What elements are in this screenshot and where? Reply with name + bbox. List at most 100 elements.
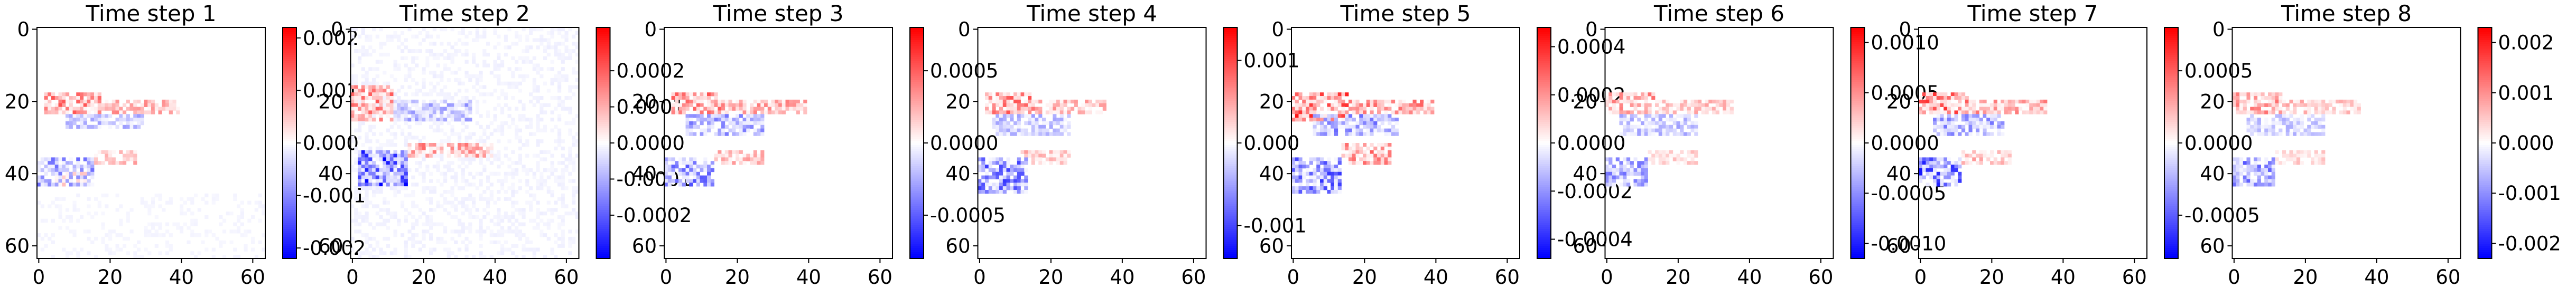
colorbar-swatch xyxy=(283,225,296,227)
heatmap-cell xyxy=(190,197,194,201)
heatmap-cell xyxy=(154,103,159,107)
colorbar-swatch xyxy=(596,199,610,203)
heatmap-cell xyxy=(464,99,469,104)
heatmap-cell xyxy=(532,197,536,201)
heatmap-cell xyxy=(1933,161,1937,165)
colorbar-swatch xyxy=(596,206,610,209)
heatmap-cell xyxy=(454,204,458,208)
heatmap-cell xyxy=(1958,96,1962,100)
heatmap-cell xyxy=(464,226,469,230)
heatmap-cell xyxy=(1020,114,1025,118)
heatmap-cell xyxy=(700,114,704,118)
heatmap-cell xyxy=(440,114,444,118)
heatmap-cell xyxy=(1380,114,1384,118)
heatmap-cell xyxy=(365,175,369,179)
heatmap-cell xyxy=(1337,175,1342,179)
heatmap-cell xyxy=(432,165,436,169)
heatmap-cell xyxy=(1291,118,1296,122)
heatmap-cell xyxy=(757,103,761,107)
heatmap-cell xyxy=(475,215,479,219)
heatmap-cell xyxy=(397,107,401,111)
heatmap-cell xyxy=(1366,118,1370,122)
heatmap-cell xyxy=(397,118,401,122)
heatmap-cell xyxy=(219,240,223,245)
colorbar-swatch xyxy=(1537,130,1551,133)
heatmap-cell xyxy=(87,161,91,165)
heatmap-cell xyxy=(379,183,383,187)
heatmap-cell xyxy=(1017,175,1021,179)
heatmap-cell xyxy=(518,157,522,161)
heatmap-cell xyxy=(472,74,476,79)
heatmap-cell xyxy=(1377,128,1381,132)
heatmap-cell xyxy=(108,229,113,234)
colorbar-swatch xyxy=(283,214,296,217)
heatmap-cell xyxy=(550,218,554,223)
colorbar-tick-label: -0.0002 xyxy=(617,204,692,227)
heatmap-cell xyxy=(742,161,747,165)
heatmap-cell xyxy=(1997,150,2001,154)
heatmap-cell xyxy=(1306,179,1310,183)
heatmap-cell xyxy=(1954,165,1958,169)
colorbar-swatch xyxy=(910,71,924,74)
heatmap-cell xyxy=(999,107,1003,111)
heatmap-cell xyxy=(436,124,440,129)
heatmap-cell xyxy=(536,38,540,42)
heatmap-cell xyxy=(536,208,540,212)
heatmap-cell xyxy=(522,215,526,219)
heatmap-cell xyxy=(550,208,554,212)
colorbar-swatch xyxy=(1850,187,1865,190)
colorbar-swatch xyxy=(1223,153,1238,156)
heatmap-cell xyxy=(407,71,412,75)
colorbar-swatch xyxy=(910,75,924,79)
colorbar-swatch xyxy=(596,82,610,85)
heatmap-cell xyxy=(572,208,576,212)
heatmap-cell xyxy=(397,63,401,68)
heatmap-cell xyxy=(543,45,547,50)
heatmap-cell xyxy=(554,175,558,179)
heatmap-cell xyxy=(1641,121,1645,126)
heatmap-cell xyxy=(1020,189,1025,194)
heatmap-cell xyxy=(440,74,444,79)
heatmap-cell xyxy=(1327,157,1331,161)
heatmap-cell xyxy=(999,175,1003,179)
heatmap-cell xyxy=(1979,161,1983,165)
colorbar-swatch xyxy=(596,153,610,156)
heatmap-cell xyxy=(479,236,483,241)
heatmap-cell xyxy=(415,118,419,122)
heatmap-cell xyxy=(436,154,440,158)
heatmap-cell xyxy=(454,197,458,201)
heatmap-cell xyxy=(461,146,465,151)
colorbar-swatch xyxy=(1850,218,1865,221)
heatmap-cell xyxy=(1006,183,1010,187)
heatmap-cell xyxy=(90,175,95,179)
heatmap-cell xyxy=(418,49,422,53)
heatmap-cell xyxy=(58,165,62,169)
heatmap-cell xyxy=(515,226,519,230)
heatmap-cell xyxy=(407,118,412,122)
colorbar-swatch xyxy=(910,128,924,131)
colorbar-swatch xyxy=(910,29,924,32)
heatmap-cell xyxy=(1626,92,1631,97)
colorbar-swatch xyxy=(1537,71,1551,74)
heatmap-cell xyxy=(525,49,529,53)
heatmap-cell xyxy=(379,118,383,122)
heatmap-cell xyxy=(561,107,565,111)
heatmap-cell xyxy=(1327,175,1331,179)
heatmap-cell xyxy=(557,96,562,100)
heatmap-cell xyxy=(500,229,505,234)
heatmap-cell xyxy=(1666,118,1670,122)
colorbar-swatch xyxy=(596,183,610,186)
heatmap-cell xyxy=(753,150,757,154)
colorbar-swatch xyxy=(1850,88,1865,91)
heatmap-cell xyxy=(511,96,515,100)
colorbar-swatch xyxy=(283,139,296,141)
heatmap-cell xyxy=(757,157,761,161)
colorbar-swatch xyxy=(1537,40,1551,43)
heatmap-cell xyxy=(372,89,376,93)
heatmap-cell xyxy=(368,244,373,248)
heatmap-cell xyxy=(44,99,48,104)
heatmap-cell xyxy=(1081,107,1085,111)
colorbar-swatch xyxy=(1223,35,1238,39)
colorbar-swatch xyxy=(1850,242,1865,244)
heatmap-cell xyxy=(365,34,369,39)
